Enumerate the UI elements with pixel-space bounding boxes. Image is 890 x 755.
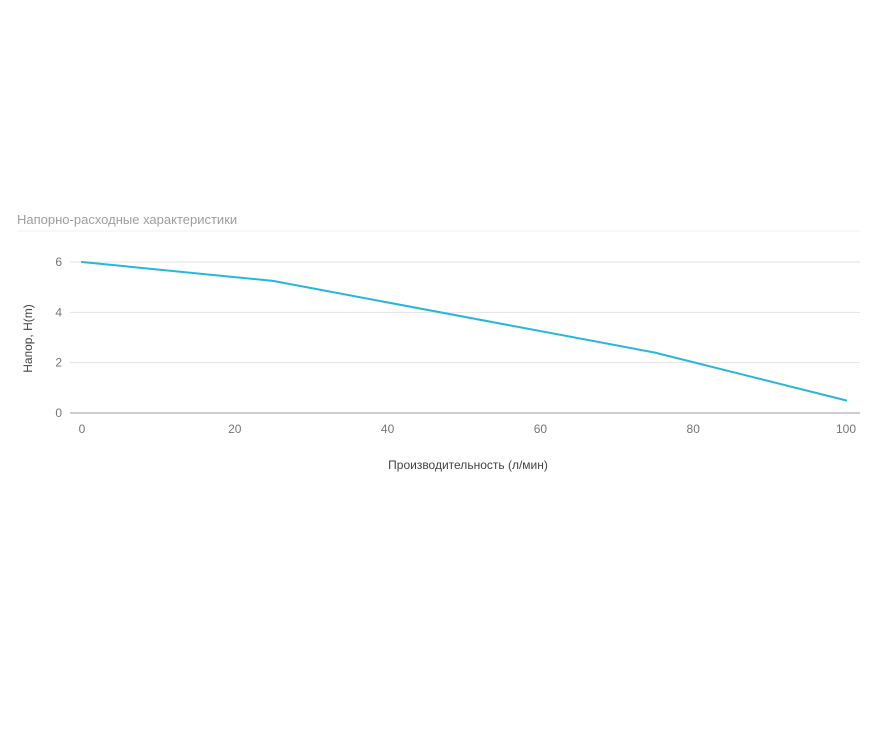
x-axis-ticks: 0 20 40 60 80 100 xyxy=(79,422,857,436)
data-point xyxy=(845,399,847,402)
series-layer xyxy=(81,261,847,402)
y-tick-label: 2 xyxy=(55,356,62,370)
x-tick-label: 100 xyxy=(836,422,856,436)
x-tick-label: 20 xyxy=(228,422,242,436)
grid-lines xyxy=(70,261,860,364)
x-tick-label: 0 xyxy=(79,422,86,436)
series-line xyxy=(81,261,847,402)
data-point xyxy=(654,351,656,354)
y-tick-label: 4 xyxy=(55,305,62,319)
data-point xyxy=(81,261,83,263)
x-tick-label: 60 xyxy=(534,422,548,436)
x-axis-title: Производительность (л/мин) xyxy=(388,458,548,472)
y-tick-label: 0 xyxy=(55,406,62,420)
x-tick-label: 40 xyxy=(381,422,395,436)
data-point xyxy=(272,279,274,282)
y-tick-label: 6 xyxy=(55,255,62,269)
x-tick-label: 80 xyxy=(687,422,701,436)
chart-title: Напорно-расходные характеристики xyxy=(17,212,237,227)
y-axis-ticks: 0 2 4 6 xyxy=(55,255,62,420)
y-axis-title: Напор, H(m) xyxy=(21,304,35,373)
